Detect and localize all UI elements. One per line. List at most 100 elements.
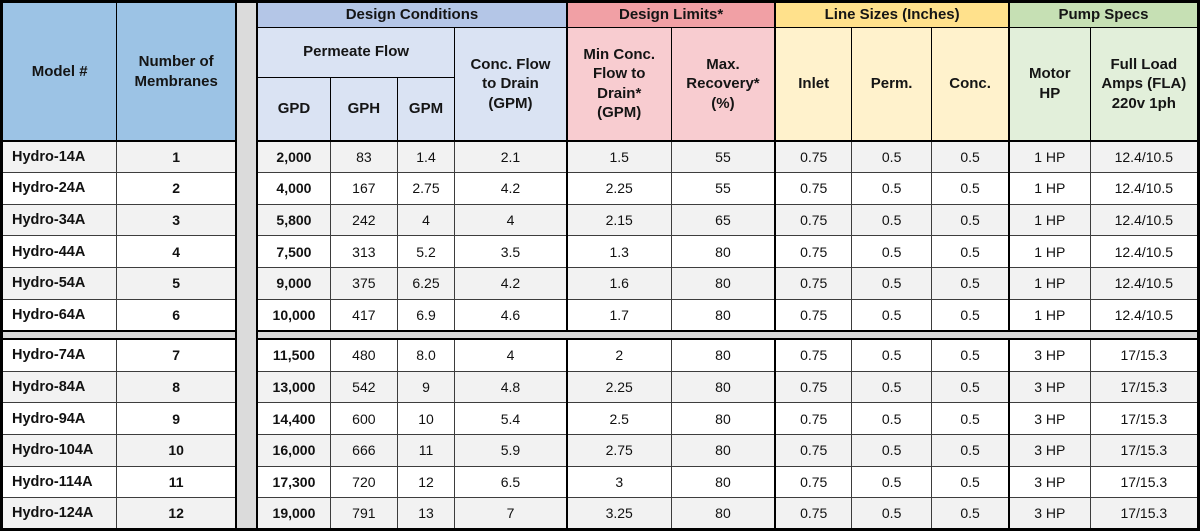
cell-model: Hydro-14A xyxy=(0,140,118,174)
cell-gpm: 11 xyxy=(396,433,456,467)
cell-conc-flow-to-drain: 4.8 xyxy=(454,370,568,404)
table-row: Hydro-114A 11 17,300 720 12 6.5 3 80 0.75 0.5 0.5 3… xyxy=(0,465,1200,499)
cell-perm: 0.5 xyxy=(851,140,933,174)
cell-gph: 375 xyxy=(329,267,398,300)
cell-perm: 0.5 xyxy=(851,465,933,499)
cell-max-recovery: 80 xyxy=(670,370,776,404)
group-header-pump-specs: Pump Specs xyxy=(1007,1,1199,28)
column-header-membranes: Number of Membranes xyxy=(116,1,237,142)
cell-inlet: 0.75 xyxy=(774,267,853,300)
cell-perm: 0.5 xyxy=(851,203,933,237)
cell-membranes: 7 xyxy=(116,338,237,372)
cell-gpd: 13,000 xyxy=(256,370,331,404)
cell-motor-hp: 3 HP xyxy=(1007,497,1091,530)
cell-perm: 0.5 xyxy=(851,235,933,269)
cell-gph: 600 xyxy=(329,402,398,435)
cell-perm: 0.5 xyxy=(851,370,933,404)
spacer-column-cell xyxy=(235,466,259,498)
cell-conc-flow-to-drain: 3.5 xyxy=(454,235,568,269)
cell-perm: 0.5 xyxy=(851,267,933,300)
cell-max-recovery: 65 xyxy=(670,203,776,237)
cell-membranes: 12 xyxy=(116,497,237,530)
cell-gpd: 10,000 xyxy=(256,298,331,332)
table-row: Hydro-94A 9 14,400 600 10 5.4 2.5 80 0.75 0.5 0.5 3… xyxy=(0,402,1200,435)
cell-gpm: 5.2 xyxy=(396,235,456,269)
cell-membranes: 8 xyxy=(116,370,237,404)
cell-conc-flow-to-drain: 4.6 xyxy=(454,298,568,332)
cell-conc: 0.5 xyxy=(931,267,1010,300)
cell-model: Hydro-94A xyxy=(0,402,118,435)
cell-conc: 0.5 xyxy=(931,402,1010,435)
group-header-design-conditions: Design Conditions xyxy=(256,1,568,28)
column-header-gpm: GPM xyxy=(396,76,456,142)
cell-max-recovery: 80 xyxy=(670,497,776,530)
section-separator-row xyxy=(1,329,1200,341)
cell-full-load-amps: 17/15.3 xyxy=(1089,465,1200,499)
table-body: Hydro-14A 1 2,000 83 1.4 2.1 1.5 55 0.75 0.5 0.5 1 … xyxy=(0,140,1200,530)
cell-min-conc-flow-to-drain: 2 xyxy=(565,338,672,372)
cell-gpd: 4,000 xyxy=(256,172,331,205)
column-header-full-load-amps: Full Load Amps (FLA) 220v 1ph xyxy=(1089,26,1200,142)
cell-max-recovery: 55 xyxy=(670,172,776,205)
cell-min-conc-flow-to-drain: 1.7 xyxy=(565,298,672,332)
cell-inlet: 0.75 xyxy=(774,140,853,174)
cell-conc: 0.5 xyxy=(931,465,1010,499)
cell-full-load-amps: 12.4/10.5 xyxy=(1089,172,1200,205)
cell-gph: 720 xyxy=(329,465,398,499)
cell-inlet: 0.75 xyxy=(774,338,853,372)
table-row: Hydro-34A 3 5,800 242 4 4 2.15 65 0.75 0.5 0.5 1 HP… xyxy=(0,203,1200,237)
separator-spacer-cell xyxy=(235,330,259,340)
cell-model: Hydro-84A xyxy=(0,370,118,404)
cell-gpd: 11,500 xyxy=(256,338,331,372)
cell-conc: 0.5 xyxy=(931,172,1010,205)
table-row: Hydro-54A 5 9,000 375 6.25 4.2 1.6 80 0.75 0.5 0.5… xyxy=(0,267,1200,300)
cell-perm: 0.5 xyxy=(851,338,933,372)
cell-conc-flow-to-drain: 4.2 xyxy=(454,172,568,205)
cell-gph: 542 xyxy=(329,370,398,404)
cell-inlet: 0.75 xyxy=(774,298,853,332)
table-row: Hydro-104A 10 16,000 666 11 5.9 2.75 80 0.75 0.5 0… xyxy=(0,433,1200,467)
cell-perm: 0.5 xyxy=(851,298,933,332)
cell-model: Hydro-114A xyxy=(0,465,118,499)
cell-membranes: 11 xyxy=(116,465,237,499)
cell-gpd: 5,800 xyxy=(256,203,331,237)
column-header-motor-hp: Motor HP xyxy=(1007,26,1091,142)
cell-conc-flow-to-drain: 4.2 xyxy=(454,267,568,300)
cell-min-conc-flow-to-drain: 1.6 xyxy=(565,267,672,300)
cell-gph: 313 xyxy=(329,235,398,269)
cell-gph: 480 xyxy=(329,338,398,372)
cell-model: Hydro-44A xyxy=(0,235,118,269)
cell-motor-hp: 1 HP xyxy=(1007,298,1091,332)
cell-membranes: 6 xyxy=(116,298,237,332)
table-row: Hydro-124A 12 19,000 791 13 7 3.25 80 0.75 0.5 0.5… xyxy=(0,497,1200,530)
cell-gpm: 8.0 xyxy=(396,338,456,372)
cell-gpm: 6.25 xyxy=(396,267,456,300)
cell-motor-hp: 3 HP xyxy=(1007,465,1091,499)
cell-inlet: 0.75 xyxy=(774,235,853,269)
header-unit-row: GPD GPH GPM xyxy=(2,76,1199,142)
spacer-column-cell xyxy=(235,235,259,268)
cell-gpm: 4 xyxy=(396,203,456,237)
cell-conc: 0.5 xyxy=(931,338,1010,372)
cell-conc-flow-to-drain: 4 xyxy=(454,203,568,237)
cell-gph: 242 xyxy=(329,203,398,237)
column-header-inlet: Inlet xyxy=(774,26,853,142)
cell-full-load-amps: 12.4/10.5 xyxy=(1089,203,1200,237)
cell-gpm: 12 xyxy=(396,465,456,499)
cell-motor-hp: 3 HP xyxy=(1007,402,1091,435)
spacer-column-cell xyxy=(235,402,259,435)
cell-max-recovery: 80 xyxy=(670,465,776,499)
table-row: Hydro-24A 2 4,000 167 2.75 4.2 2.25 55 0.75 0.5 0.… xyxy=(0,172,1200,205)
cell-model: Hydro-54A xyxy=(0,267,118,300)
cell-min-conc-flow-to-drain: 2.15 xyxy=(565,203,672,237)
header-sub-row: Permeate Flow Conc. Flow to Drain (GPM) … xyxy=(2,26,1200,142)
spacer-column-cell xyxy=(235,204,259,236)
cell-inlet: 0.75 xyxy=(774,433,853,467)
cell-gph: 791 xyxy=(329,497,398,530)
cell-gpd: 9,000 xyxy=(256,267,331,300)
cell-conc-flow-to-drain: 6.5 xyxy=(454,465,568,499)
cell-gph: 417 xyxy=(329,298,398,332)
column-header-perm: Perm. xyxy=(851,26,933,142)
table-row: Hydro-74A 7 11,500 480 8.0 4 2 80 0.75 0.5 0.5 3 HP… xyxy=(0,338,1200,372)
cell-gpd: 17,300 xyxy=(256,465,331,499)
